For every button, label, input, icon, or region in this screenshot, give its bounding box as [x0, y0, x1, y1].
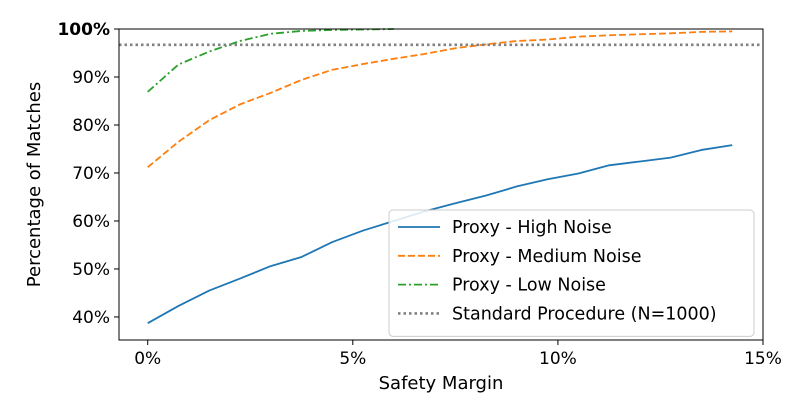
plot-frame [118, 28, 764, 341]
legend: Proxy - High Noise Proxy - Medium Noise Pr… [388, 209, 755, 337]
legend-label: Proxy - Medium Noise [452, 247, 641, 267]
x-tick-label: 10% [539, 349, 577, 369]
x-axis: 0% 5% 10% 15% [134, 340, 782, 369]
x-tick-label: 0% [134, 349, 161, 369]
x-axis-title: Safety Margin [379, 373, 504, 394]
series-line-3 [147, 28, 394, 93]
y-tick-label: 80% [72, 116, 110, 136]
y-tick-label: 40% [72, 308, 110, 328]
series-line-2 [147, 30, 733, 168]
y-axis-title: Percentage of Matches [24, 82, 45, 287]
y-tick-label: 100% [57, 20, 110, 40]
y-tick-label: 60% [72, 212, 110, 232]
legend-label: Proxy - Low Noise [452, 276, 606, 296]
y-tick-label: 70% [72, 164, 110, 184]
legend-box [388, 209, 755, 337]
y-tick-label: 50% [72, 260, 110, 280]
series-line-1 [147, 144, 733, 324]
series-layer [119, 28, 763, 324]
legend-label: Standard Procedure (N=1000) [452, 304, 717, 324]
y-tick-label: 90% [72, 68, 110, 88]
x-tick-label: 15% [744, 349, 782, 369]
y-axis: 40% 50% 60% 70% 80% 90% 100% [57, 20, 119, 328]
legend-label: Proxy - High Noise [452, 218, 612, 238]
x-tick-label: 5% [339, 349, 366, 369]
